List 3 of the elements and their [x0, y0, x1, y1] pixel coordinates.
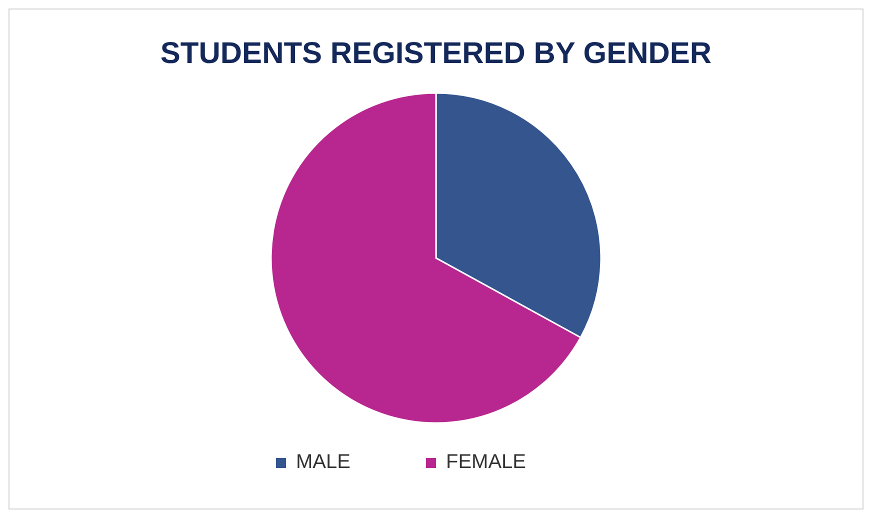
chart-title: STUDENTS REGISTERED BY GENDER — [160, 37, 712, 70]
legend-label: FEMALE — [446, 451, 526, 473]
legend-label: MALE — [296, 451, 350, 473]
